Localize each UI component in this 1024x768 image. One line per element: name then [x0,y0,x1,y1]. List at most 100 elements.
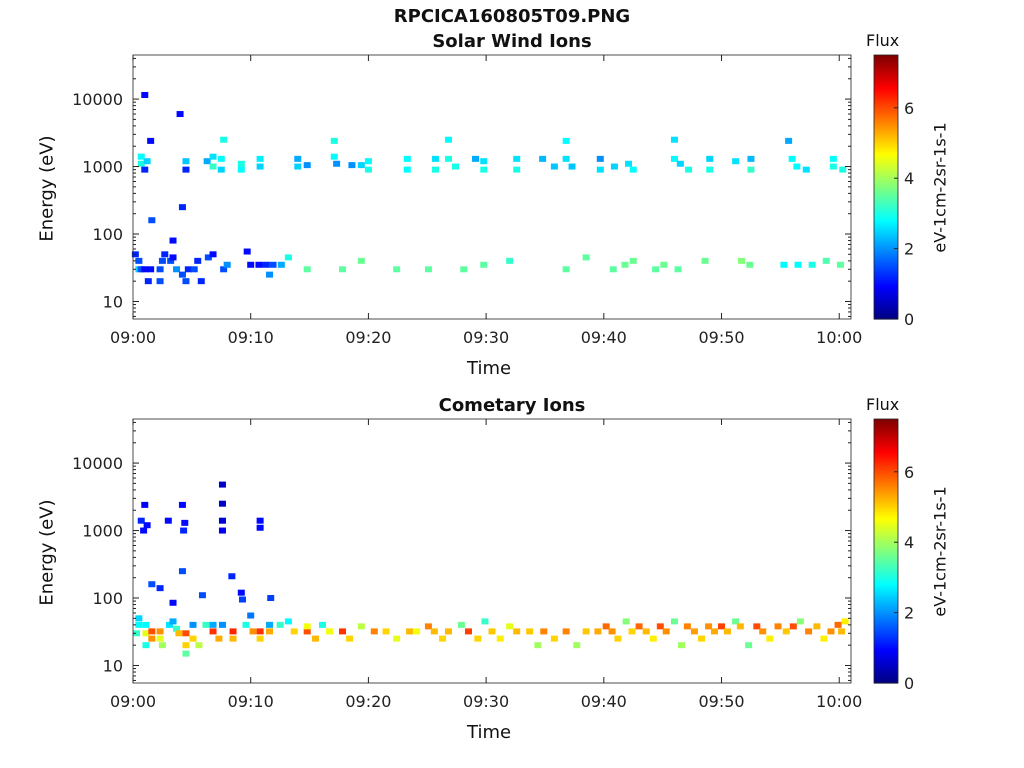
spectrogram-cell [364,166,372,173]
spectrogram-cell [156,585,164,592]
y-tick-label: 1000 [82,158,123,177]
colorbar-segment [874,290,898,294]
spectrogram-cell [656,623,664,630]
spectrogram-cell [625,160,633,167]
x-tick-label: 09:20 [345,692,391,711]
colorbar-segment [874,663,898,666]
x-tick-label: 09:40 [581,692,627,711]
spectrogram-cell [649,635,657,642]
x-tick-label: 09:10 [228,328,274,347]
colorbar-segment [874,445,898,449]
colorbar-segment [874,465,898,468]
spectrogram-cell [357,162,365,169]
spectrogram-cell [141,501,149,508]
colorbar-segment [874,136,898,140]
spectrogram-cell [156,266,164,273]
spectrogram-cell [488,628,496,635]
colorbar-segment [874,79,898,82]
spectrogram-cell [526,628,534,635]
colorbar-frame [873,418,899,684]
colorbar-segment [874,674,898,677]
spectrogram-cell [237,160,245,167]
spectrogram-cell [148,628,156,635]
colorbar-segment [874,134,898,137]
spectrogram-cell [147,137,155,144]
spectrogram-cell [481,618,489,625]
colorbar-segment [874,669,898,673]
colorbar-segment [874,259,898,263]
colorbar-segment [874,533,898,537]
colorbar-segment [874,182,898,186]
spectrogram-cell [793,163,801,170]
spectrogram-cell [169,618,177,625]
colorbar-segment [874,680,898,684]
colorbar-segment [874,423,898,427]
spectrogram-cell [602,623,610,630]
spectrogram-cell [148,217,156,224]
spectrogram-cell [608,628,616,635]
y-tick-label: 10000 [72,90,123,109]
colorbar-segment [874,110,898,113]
colorbar-segment [874,471,898,475]
colorbar-segment [874,476,898,479]
spectrogram-cell [243,248,251,255]
colorbar-segment [874,595,898,598]
colorbar-segment [874,209,898,212]
spectrogram-cell [403,155,411,162]
spectrogram-cell [247,261,255,268]
spectrogram-cell [147,266,155,273]
spectrogram-cell [829,163,837,170]
colorbar-segment [874,551,898,554]
colorbar-segment [874,537,898,541]
colorbar-segment [874,524,898,528]
spectrogram-cell [652,266,660,273]
colorbar-segment [874,427,898,431]
spectrogram-cell [766,635,774,642]
colorbar-segment [874,542,898,545]
spectrogram-cell [406,628,414,635]
spectrogram-cell [167,257,175,264]
spectrogram-cell [249,628,257,635]
spectrogram-cell [534,642,542,649]
colorbar-segment [874,305,898,309]
colorbar-segment [874,656,898,660]
spectrogram-cell [782,628,790,635]
spectrogram-cell [202,621,210,628]
spectrogram-cell [774,623,782,630]
spectrogram-cell [303,623,311,630]
spectrogram-cell [705,623,713,630]
colorbar-segment [874,612,898,616]
colorbar-segment [874,176,898,179]
y-tick-label: 10 [103,292,123,311]
spectrogram-cell [197,278,205,285]
spectrogram-cell [540,628,548,635]
colorbar-segment [874,579,898,583]
colorbar-segment [874,449,898,453]
colorbar-segment [874,206,898,210]
colorbar-tick-label: 4 [904,533,914,552]
spectrogram-cell [169,237,177,244]
spectrogram-cell [133,630,141,637]
colorbar-segment [874,235,898,239]
colorbar-segment [874,493,898,497]
panel1-xlabel: Time [467,358,512,379]
colorbar-segment [874,116,898,120]
spectrogram-cell [582,628,590,635]
colorbar-segment [874,68,898,71]
spectrogram-cell [182,650,190,657]
spectrogram-cell [180,527,188,534]
spectrogram-cell [228,573,236,580]
colorbar-segment [874,275,898,278]
spectrogram-cell [148,581,156,588]
colorbar-segment [874,253,898,256]
spectrogram-cell [357,257,365,264]
colorbar-segment [874,215,898,219]
spectrogram-cell [562,155,570,162]
colorbar-segment [874,151,898,155]
colorbar-segment [874,606,898,609]
spectrogram-cell [182,158,190,165]
colorbar-segment [874,632,898,636]
colorbar-segment [874,217,898,221]
spectrogram-cell [841,618,849,625]
spectrogram-cell [218,527,226,534]
